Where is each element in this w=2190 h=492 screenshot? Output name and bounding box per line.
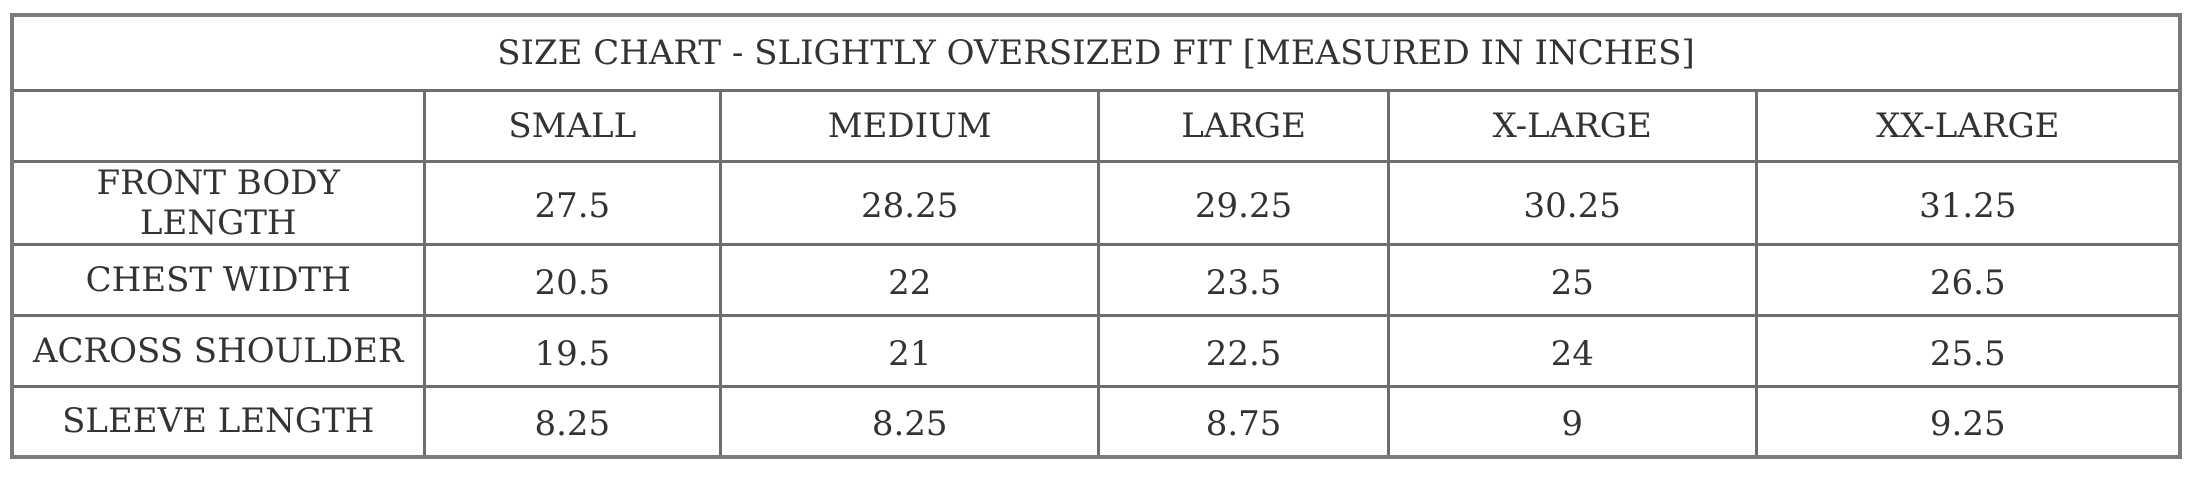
table-cell: 31.25 [1754, 159, 2182, 246]
header-cell-xx-large: XX-LARGE [1754, 88, 2182, 163]
table-cell: 8.75 [1097, 384, 1390, 459]
table-cell: 22 [719, 242, 1101, 317]
row-label: CHEST WIDTH [10, 242, 426, 317]
table-cell: 8.25 [422, 384, 723, 459]
table-cell: 25.5 [1754, 313, 2182, 388]
table-cell: 9.25 [1754, 384, 2182, 459]
table-row: ACROSS SHOULDER 19.5 21 22.5 24 25.5 [10, 313, 2182, 388]
table-title: SIZE CHART - SLIGHTLY OVERSIZED FIT [MEA… [10, 13, 2182, 92]
header-cell-x-large: X-LARGE [1386, 88, 1758, 163]
row-label: FRONT BODY LENGTH [10, 159, 426, 246]
table-cell: 21 [719, 313, 1101, 388]
table-cell: 23.5 [1097, 242, 1390, 317]
header-cell-medium: MEDIUM [719, 88, 1101, 163]
table-cell: 25 [1386, 242, 1758, 317]
row-label: SLEEVE LENGTH [10, 384, 426, 459]
table-row: FRONT BODY LENGTH 27.5 28.25 29.25 30.25… [10, 159, 2182, 246]
header-cell-small: SMALL [422, 88, 723, 163]
table-cell: 9 [1386, 384, 1758, 459]
table-cell: 19.5 [422, 313, 723, 388]
table-cell: 20.5 [422, 242, 723, 317]
table-cell: 22.5 [1097, 313, 1390, 388]
table-cell: 29.25 [1097, 159, 1390, 246]
table-cell: 26.5 [1754, 242, 2182, 317]
header-row: SMALL MEDIUM LARGE X-LARGE XX-LARGE [10, 88, 2182, 163]
table-cell: 28.25 [719, 159, 1101, 246]
header-cell-large: LARGE [1097, 88, 1390, 163]
table-cell: 27.5 [422, 159, 723, 246]
row-label: ACROSS SHOULDER [10, 313, 426, 388]
table-cell: 24 [1386, 313, 1758, 388]
table-row: SLEEVE LENGTH 8.25 8.25 8.75 9 9.25 [10, 384, 2182, 459]
table-cell: 8.25 [719, 384, 1101, 459]
table-row: CHEST WIDTH 20.5 22 23.5 25 26.5 [10, 242, 2182, 317]
size-chart-table: SIZE CHART - SLIGHTLY OVERSIZED FIT [MEA… [10, 13, 2182, 459]
table-cell: 30.25 [1386, 159, 1758, 246]
header-cell-empty [10, 88, 426, 163]
title-row: SIZE CHART - SLIGHTLY OVERSIZED FIT [MEA… [10, 13, 2182, 92]
